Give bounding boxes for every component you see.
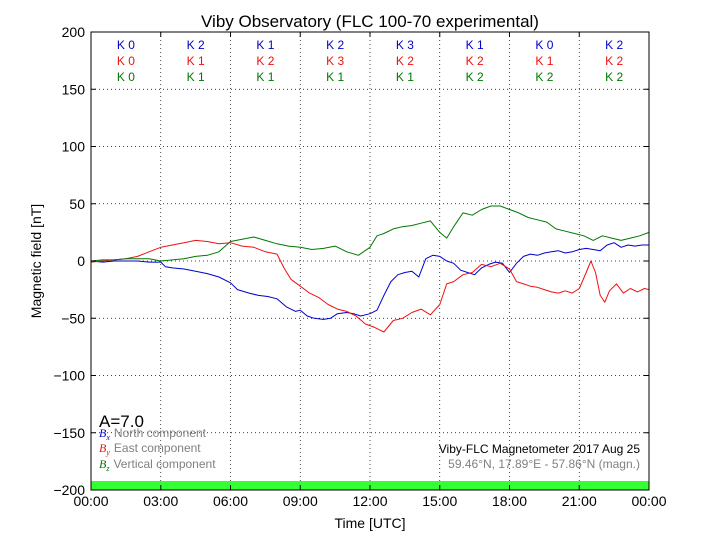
y-tick-label: 0 bbox=[77, 253, 85, 269]
k-index-table: K 0 K 2 K 1 K 2 K 3 K 1 K 0 K 2 K 0 K 1 K 2 K 3 K 2 K… bbox=[117, 38, 624, 84]
y-tick-label: 200 bbox=[62, 24, 86, 40]
x-tick-label: 15:00 bbox=[422, 493, 457, 509]
k-index-bz: K 2 bbox=[466, 70, 484, 84]
coordinates-label: 59.46°N, 17.89°E - 57.86°N (magn.) bbox=[448, 457, 640, 471]
x-tick-label: 00:00 bbox=[73, 493, 108, 509]
k-index-bx: K 1 bbox=[256, 38, 274, 52]
legend-item-bz: Bz Vertical component bbox=[99, 457, 216, 473]
legend-label-bx: North component bbox=[114, 426, 207, 440]
series-line-bz bbox=[90, 205, 650, 262]
a-index: A=7.0 bbox=[99, 412, 144, 431]
series-line-by bbox=[90, 239, 650, 333]
legend-sub-bx: x bbox=[105, 433, 110, 442]
legend: Bx North component By East component Bz Ver… bbox=[99, 426, 216, 473]
legend-label-bz: Vertical component bbox=[113, 457, 216, 471]
k-index-bx: K 2 bbox=[605, 38, 623, 52]
k-index-bx: K 2 bbox=[326, 38, 344, 52]
station-label: Viby-FLC Magnetometer 2017 Aug 25 bbox=[439, 442, 641, 456]
k-index-bz: K 0 bbox=[117, 70, 135, 84]
k-index-by: K 2 bbox=[466, 54, 484, 68]
k-index-bx: K 3 bbox=[396, 38, 414, 52]
x-tick-label: 12:00 bbox=[352, 493, 387, 509]
y-tick-label: 100 bbox=[62, 139, 86, 155]
k-index-bx: K 1 bbox=[466, 38, 484, 52]
k-index-by: K 1 bbox=[187, 54, 205, 68]
x-axis-label: Time [UTC] bbox=[334, 515, 405, 531]
y-tick-label: 150 bbox=[62, 81, 86, 97]
legend-item-by: By East component bbox=[99, 441, 201, 457]
y-axis-label: Magnetic field [nT] bbox=[28, 204, 44, 318]
k-index-by: K 2 bbox=[256, 54, 274, 68]
x-tick-label: 21:00 bbox=[562, 493, 597, 509]
series-group bbox=[90, 205, 650, 333]
k-index-by: K 1 bbox=[535, 54, 553, 68]
x-tick-label: 18:00 bbox=[492, 493, 527, 509]
y-tick-label: −150 bbox=[53, 425, 85, 441]
x-tick-label: 09:00 bbox=[283, 493, 318, 509]
k-index-by: K 0 bbox=[117, 54, 135, 68]
legend-symbol-by: B bbox=[99, 441, 107, 455]
k-index-by: K 3 bbox=[326, 54, 344, 68]
k-index-bx: K 0 bbox=[535, 38, 553, 52]
x-tick-label: 03:00 bbox=[143, 493, 178, 509]
legend-symbol-bx: B bbox=[99, 426, 107, 440]
legend-sub-by: y bbox=[105, 448, 110, 457]
k-index-bz: K 2 bbox=[535, 70, 553, 84]
legend-symbol-bz: B bbox=[99, 457, 107, 471]
x-axis-ticks: 00:00 03:00 06:00 09:00 12:00 15:00 18:00 21:00… bbox=[73, 32, 667, 509]
x-tick-label: 00:00 bbox=[631, 493, 666, 509]
legend-item-bx: Bx North component bbox=[99, 426, 207, 442]
y-axis-ticks: 200 150 100 50 0 −50 −100 −150 −200 bbox=[53, 24, 649, 498]
k-index-bx: K 2 bbox=[187, 38, 205, 52]
k-index-bz: K 1 bbox=[326, 70, 344, 84]
legend-sub-bz: z bbox=[105, 464, 110, 473]
k-index-bz: K 1 bbox=[256, 70, 274, 84]
k-index-bz: K 2 bbox=[605, 70, 623, 84]
k-index-bz: K 1 bbox=[187, 70, 205, 84]
y-tick-label: −100 bbox=[53, 368, 85, 384]
y-tick-label: 50 bbox=[69, 196, 85, 212]
series-line-bx bbox=[90, 242, 649, 320]
x-tick-label: 06:00 bbox=[213, 493, 248, 509]
chart-title: Viby Observatory (FLC 100-70 experimenta… bbox=[201, 12, 539, 31]
y-tick-label: −200 bbox=[53, 482, 85, 498]
grid-lines bbox=[91, 32, 649, 490]
k-index-by: K 2 bbox=[396, 54, 414, 68]
y-tick-label: −50 bbox=[61, 310, 85, 326]
k-index-bx: K 0 bbox=[117, 38, 135, 52]
k-index-by: K 2 bbox=[605, 54, 623, 68]
legend-label-by: East component bbox=[114, 441, 201, 455]
k-index-bz: K 1 bbox=[396, 70, 414, 84]
